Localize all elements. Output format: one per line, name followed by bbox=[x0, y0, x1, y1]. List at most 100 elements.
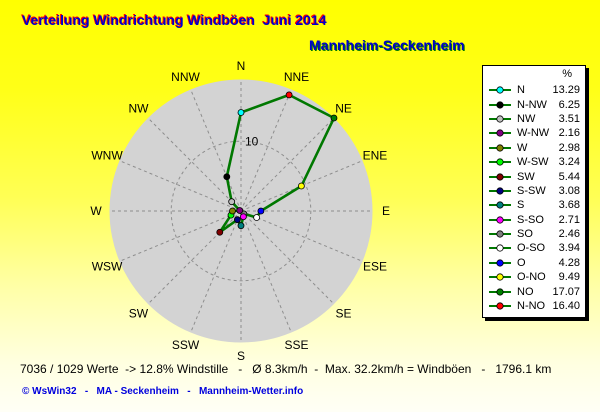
legend-label: O-NO bbox=[517, 271, 546, 284]
legend-marker-icon bbox=[489, 230, 511, 238]
legend-value: 4.28 bbox=[558, 256, 580, 269]
legend-marker-icon bbox=[489, 302, 511, 310]
ring-value-label: 10 bbox=[245, 135, 259, 149]
legend-label: SW bbox=[517, 170, 535, 183]
compass-label-SSW: SSW bbox=[172, 338, 200, 352]
legend-item-S-SW: S-SW 3.08 bbox=[488, 184, 580, 198]
legend-item-O: O 4.28 bbox=[488, 256, 580, 270]
legend-marker-icon bbox=[489, 216, 511, 224]
legend-label: O bbox=[517, 256, 526, 269]
legend-marker-icon bbox=[489, 201, 511, 209]
direction-marker-W bbox=[229, 207, 236, 215]
grid-spoke-NNE bbox=[240, 89, 292, 212]
legend-item-S: S 3.68 bbox=[488, 198, 580, 212]
legend-label: NO bbox=[517, 285, 534, 298]
legend-item-N: N 13.29 bbox=[488, 83, 580, 97]
legend-value: 3.94 bbox=[558, 242, 580, 255]
direction-marker-NW bbox=[228, 198, 236, 206]
legend-value: 13.29 bbox=[552, 84, 580, 97]
legend-label: NW bbox=[517, 112, 536, 125]
direction-marker-ESE bbox=[253, 214, 261, 221]
legend-label: S-SO bbox=[517, 213, 544, 226]
grid-spoke-ENE bbox=[240, 160, 363, 212]
legend-item-N-NW: N-NW 6.25 bbox=[488, 97, 580, 111]
direction-marker-N bbox=[237, 109, 245, 116]
legend-value: 5.44 bbox=[558, 170, 580, 183]
grid-spoke-NNW bbox=[190, 89, 242, 212]
statistics-line: 7036 / 1029 Werte -> 12.8% Windstille - … bbox=[20, 362, 552, 376]
legend-value: 2.98 bbox=[558, 141, 580, 154]
grid-spoke-WSW bbox=[119, 210, 242, 262]
legend-marker-icon bbox=[489, 244, 511, 253]
legend-label: S bbox=[517, 199, 525, 212]
compass-label-WSW: WSW bbox=[92, 259, 123, 273]
legend-label: W-SW bbox=[517, 156, 549, 169]
legend-marker-icon bbox=[489, 86, 511, 94]
legend-value: 17.07 bbox=[552, 285, 580, 298]
direction-marker-WNW bbox=[236, 207, 244, 214]
station-name: Mannheim-Seckenheim bbox=[309, 37, 465, 53]
legend-value: 3.51 bbox=[558, 112, 580, 125]
direction-marker-NNW bbox=[223, 173, 231, 181]
wind-rose-plot: 10 N NNE NE ENE E ESE SE SSE S SSW SW WSW W WNW NW NNW bbox=[90, 59, 390, 363]
compass-label-NW: NW bbox=[128, 101, 149, 115]
legend-item-S-SO: S-SO 2.71 bbox=[488, 213, 580, 227]
legend-value: 3.68 bbox=[558, 199, 580, 212]
legend-rows: N 13.29 N-NW 6.25 NW 3.51 W-NW 2.16 W 2.98 W-SW 3.2… bbox=[488, 83, 580, 313]
legend-label: N bbox=[517, 84, 525, 97]
legend-marker-icon bbox=[489, 129, 511, 137]
legend-value: 2.46 bbox=[558, 228, 580, 241]
legend-value: 2.16 bbox=[558, 127, 580, 140]
legend-marker-icon bbox=[489, 115, 511, 123]
direction-marker-S bbox=[237, 222, 245, 230]
grid-spoke-NW bbox=[147, 117, 242, 212]
legend-marker-icon bbox=[489, 100, 511, 109]
page-title: Verteilung Windrichtung Windböen Juni 20… bbox=[22, 12, 327, 28]
legend-marker-icon bbox=[489, 288, 511, 296]
direction-marker-E bbox=[257, 207, 265, 215]
legend-label: W-NW bbox=[517, 127, 550, 140]
legend-item-W-NW: W-NW 2.16 bbox=[488, 126, 580, 140]
legend-marker-icon bbox=[489, 273, 511, 281]
compass-label-WNW: WNW bbox=[91, 149, 123, 163]
legend-marker-icon bbox=[489, 144, 511, 152]
grid-ring bbox=[170, 140, 312, 282]
legend-item-W-SW: W-SW 3.24 bbox=[488, 155, 580, 169]
legend-label: SO bbox=[517, 228, 533, 241]
direction-marker-NE bbox=[330, 114, 338, 122]
legend-value: 2.71 bbox=[558, 213, 580, 226]
legend-unit-header: % bbox=[562, 68, 572, 80]
grid-spoke-SW bbox=[147, 210, 242, 305]
legend-value: 9.49 bbox=[558, 271, 580, 284]
legend-label: W bbox=[517, 141, 528, 154]
compass-label-NE: NE bbox=[335, 101, 352, 115]
legend-item-W: W 2.98 bbox=[488, 141, 580, 155]
grid-spoke-ESE bbox=[240, 210, 363, 262]
legend-value: 3.24 bbox=[558, 156, 580, 169]
legend-value: 16.40 bbox=[552, 300, 580, 313]
legend-marker-icon bbox=[489, 172, 511, 181]
direction-marker-SW bbox=[216, 228, 224, 236]
compass-label-NNW: NNW bbox=[171, 70, 200, 84]
compass-label-S: S bbox=[237, 349, 245, 363]
legend-marker-icon bbox=[489, 259, 511, 267]
direction-marker-NNE bbox=[285, 91, 293, 99]
compass-label-ESE: ESE bbox=[363, 259, 387, 273]
legend-item-N-NO: N-NO 16.40 bbox=[488, 299, 580, 313]
legend-label: O-SO bbox=[517, 242, 546, 255]
credit-line: © WsWin32 - MA - Seckenheim - Mannheim-W… bbox=[22, 386, 304, 397]
direction-marker-ENE bbox=[297, 182, 305, 190]
direction-marker-SSW bbox=[233, 216, 241, 224]
grid-spoke-NE bbox=[240, 117, 335, 212]
legend-value: 3.08 bbox=[558, 184, 580, 197]
legend-marker-icon bbox=[489, 187, 511, 195]
compass-label-NNE: NNE bbox=[284, 70, 309, 84]
compass-label-SE: SE bbox=[336, 307, 352, 321]
compass-label-ENE: ENE bbox=[363, 149, 388, 163]
legend-label: N-NW bbox=[517, 98, 547, 111]
compass-label-N: N bbox=[237, 59, 246, 73]
compass-label-SW: SW bbox=[129, 307, 149, 321]
legend-value: 6.25 bbox=[558, 98, 580, 111]
legend-item-SW: SW 5.44 bbox=[488, 169, 580, 183]
